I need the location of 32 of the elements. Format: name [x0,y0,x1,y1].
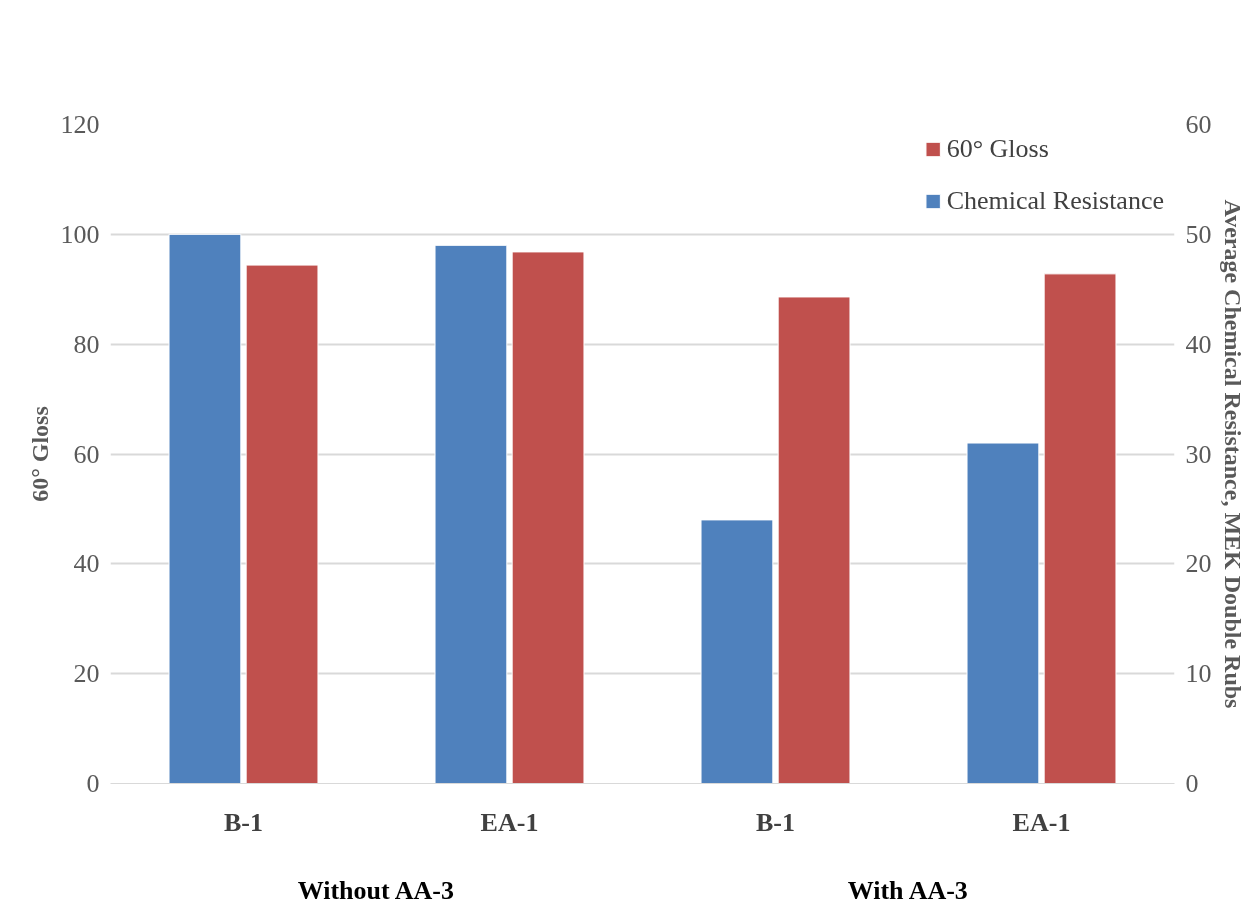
x-tick-label: EA-1 [480,807,539,837]
y-tick-label: 40 [73,549,100,579]
bar [1043,273,1117,784]
bar [966,442,1040,784]
y-tick-label: 120 [60,110,100,139]
y2-tick-label: 60 [1185,110,1212,139]
bar [777,296,851,784]
bar [511,251,585,784]
bar [700,519,774,784]
x-tick-label: B-1 [224,807,263,837]
y2-tick-label: 40 [1185,329,1212,359]
y-axis-title: 60° Gloss [26,406,53,502]
y2-tick-label: 20 [1185,549,1212,579]
y2-tick-label: 50 [1185,219,1212,249]
text: With AA-3 [847,875,968,905]
y2-tick-label: 0 [1185,769,1199,798]
bar [245,264,319,784]
bar [168,233,242,784]
y2-tick-label: 30 [1185,439,1212,469]
bar [434,244,508,784]
text: Without AA-3 [297,875,454,905]
y-tick-label: 100 [60,219,100,249]
y-tick-label: 60 [73,439,100,469]
y2-axis-title: Average Chemical Resistance, MEK Double Rubs [1219,199,1246,709]
x-tick-label: EA-1 [1012,807,1071,837]
x-tick-label: B-1 [756,807,795,837]
y-tick-label: 0 [86,769,100,798]
legend-label: Chemical Resistance [946,186,1164,216]
y-tick-label: 20 [73,659,100,689]
y-tick-label: 80 [73,329,100,359]
y2-tick-label: 10 [1185,659,1212,689]
legend-label: 60° Gloss [946,134,1049,164]
